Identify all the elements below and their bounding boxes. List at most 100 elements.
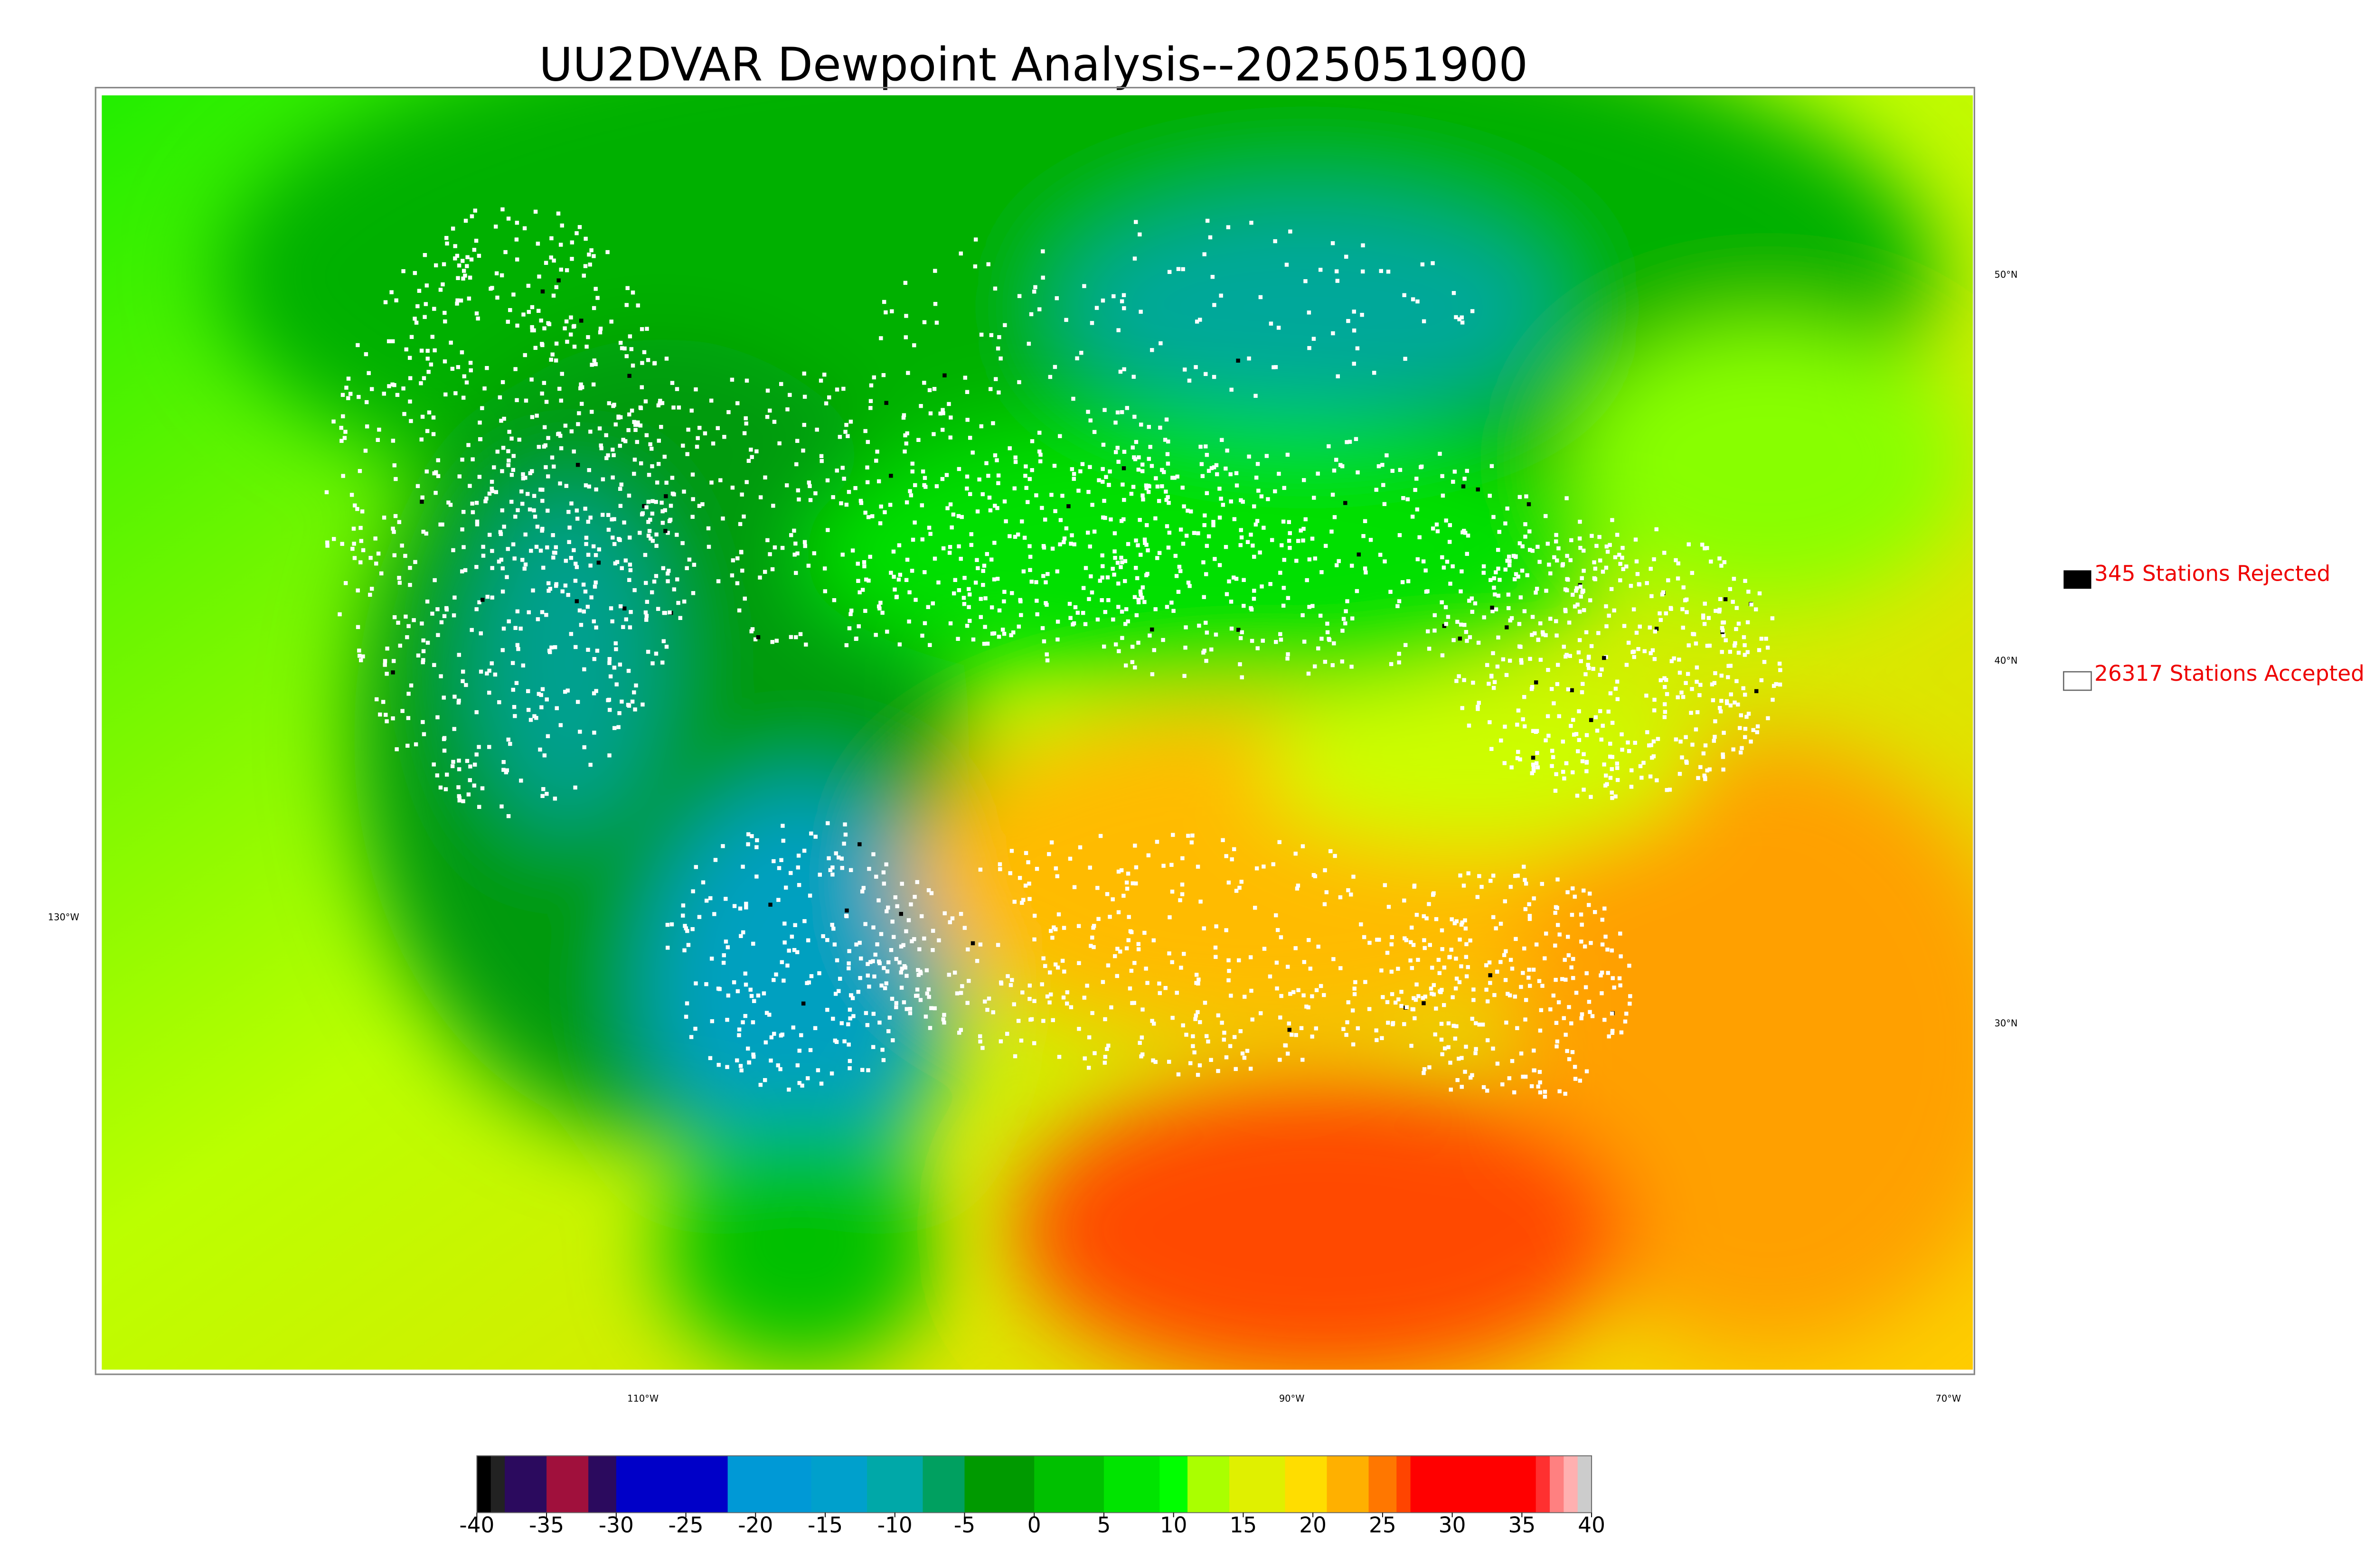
station-dot xyxy=(685,929,689,933)
station-dot xyxy=(1552,701,1556,705)
station-dot xyxy=(924,968,929,973)
station-dot xyxy=(1555,1039,1560,1044)
station-dot xyxy=(1093,1051,1097,1055)
station-dot xyxy=(1274,913,1278,918)
station-dot xyxy=(629,347,634,351)
station-dot xyxy=(1139,553,1143,557)
map xyxy=(102,95,1973,1370)
station-dot xyxy=(501,760,506,764)
station-dot xyxy=(754,874,759,879)
station-dot xyxy=(1217,516,1222,520)
station-dot xyxy=(572,548,576,553)
station-dot xyxy=(907,620,911,624)
station-dot xyxy=(1312,664,1317,668)
station-dot xyxy=(769,1035,774,1040)
station-dot xyxy=(474,311,479,316)
station-dot xyxy=(880,1048,885,1052)
station-dot xyxy=(1610,796,1614,800)
station-dot xyxy=(831,927,836,931)
station-dot xyxy=(527,610,531,614)
station-dot xyxy=(1457,317,1461,321)
station-dot xyxy=(996,473,1001,478)
station-dot xyxy=(1113,954,1117,958)
station-dot xyxy=(1601,723,1605,728)
station-dot xyxy=(754,449,759,453)
station-dot xyxy=(1232,517,1237,521)
station-dot xyxy=(1583,672,1588,676)
station-dot xyxy=(886,905,890,910)
station-dot xyxy=(887,1015,892,1020)
station-dot xyxy=(957,1031,961,1035)
station-dot xyxy=(1695,679,1699,684)
station-dot xyxy=(1054,866,1058,871)
station-dot xyxy=(1615,766,1620,770)
station-dot xyxy=(1521,1074,1525,1079)
station-dot xyxy=(1717,705,1722,710)
station-dot xyxy=(1048,375,1053,379)
colorbar-segment xyxy=(1396,1455,1411,1513)
station-dot xyxy=(1604,544,1609,549)
colorbar-segment xyxy=(1229,1455,1286,1513)
station-dot xyxy=(1538,1028,1543,1033)
station-dot xyxy=(1129,491,1134,496)
station-dot xyxy=(530,305,535,310)
station-dot xyxy=(1278,571,1282,575)
station-dot xyxy=(1416,994,1421,998)
station-dot xyxy=(1310,536,1315,541)
station-dot xyxy=(1050,936,1055,940)
station-dot xyxy=(1626,640,1631,645)
station-dot xyxy=(813,835,818,839)
station-dot xyxy=(451,226,455,231)
station-dot xyxy=(959,556,963,561)
station-dot xyxy=(819,1081,824,1086)
station-dot xyxy=(772,1032,776,1036)
station-dot xyxy=(565,268,569,272)
station-dot xyxy=(1606,709,1611,714)
station-dot xyxy=(1215,472,1219,477)
station-dot xyxy=(816,1068,820,1072)
station-dot xyxy=(540,498,545,503)
station-dot xyxy=(1705,644,1710,648)
station-dot xyxy=(1125,406,1130,410)
station-dot xyxy=(1459,622,1463,627)
station-dot xyxy=(1648,625,1652,630)
station-dot xyxy=(1403,357,1407,361)
station-dot xyxy=(457,794,462,798)
station-dot xyxy=(1460,1056,1464,1060)
station-dot xyxy=(1121,466,1126,470)
station-dot xyxy=(375,697,379,702)
station-dot xyxy=(1482,615,1486,620)
station-dot xyxy=(928,532,933,536)
station-dot xyxy=(1361,534,1366,538)
station-dot xyxy=(1518,595,1523,600)
station-dot xyxy=(1574,991,1579,995)
station-dot xyxy=(1459,589,1463,593)
station-dot xyxy=(583,264,588,268)
station-dot xyxy=(1216,1013,1221,1018)
station-dot xyxy=(1085,984,1089,988)
station-dot xyxy=(1094,306,1099,310)
station-dot xyxy=(567,526,572,530)
station-dot xyxy=(1294,1033,1298,1037)
station-dot xyxy=(933,269,937,273)
station-dot xyxy=(1572,732,1576,737)
station-dot xyxy=(457,263,462,268)
station-dot xyxy=(1055,569,1060,573)
station-dot xyxy=(1165,605,1169,609)
station-dot xyxy=(1338,966,1343,970)
station-dot xyxy=(1130,881,1135,885)
station-dot xyxy=(1274,640,1278,644)
station-dot xyxy=(1713,671,1717,676)
station-dot xyxy=(790,934,794,939)
station-dot xyxy=(1088,865,1092,870)
station-dot xyxy=(476,316,480,321)
station-dot xyxy=(1468,635,1472,639)
station-dot xyxy=(644,614,649,618)
station-dot xyxy=(1088,544,1092,549)
station-dot xyxy=(1164,417,1169,422)
station-dot xyxy=(1649,594,1654,598)
station-dot xyxy=(1473,1051,1478,1055)
station-dot xyxy=(618,538,622,542)
station-dot xyxy=(1341,617,1346,621)
station-dot xyxy=(1507,606,1511,610)
